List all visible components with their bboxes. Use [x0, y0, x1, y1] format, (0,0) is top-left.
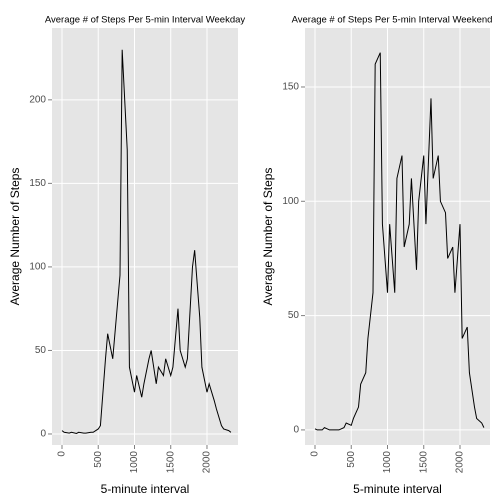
x-tick-label: 1500	[418, 451, 429, 474]
data-line	[61, 49, 232, 434]
x-axis-label: 5-minute interval	[353, 482, 442, 496]
chart-title: Average # of Steps Per 5-min Interval We…	[292, 15, 493, 26]
y-tick-label: 200	[29, 94, 46, 105]
y-tick-label: 0	[40, 429, 46, 440]
plot-background	[305, 28, 490, 445]
x-tick-label: 0	[310, 451, 321, 457]
x-axis-label: 5-minute interval	[101, 482, 190, 496]
y-tick-label: 100	[282, 196, 299, 207]
x-tick-label: 500	[93, 451, 104, 468]
y-tick-label: 50	[35, 345, 47, 356]
y-tick-label: 150	[282, 82, 299, 93]
y-tick-label: 0	[293, 425, 299, 436]
y-tick-label: 100	[29, 262, 46, 273]
x-tick-label: 0	[57, 451, 68, 457]
x-tick-label: 1000	[382, 451, 393, 474]
y-tick-label: 50	[288, 310, 300, 321]
x-tick-label: 1500	[165, 451, 176, 474]
chart-title: Average # of Steps Per 5-min Interval We…	[45, 15, 246, 26]
x-tick-label: 1000	[129, 451, 140, 474]
x-tick-label: 2000	[202, 451, 213, 474]
plot-background	[52, 28, 238, 445]
x-tick-label: 2000	[455, 451, 466, 474]
data-line	[314, 52, 485, 431]
y-tick-label: 150	[29, 178, 46, 189]
y-axis-label: Average Number of Steps	[261, 168, 275, 306]
y-axis-label: Average Number of Steps	[8, 168, 22, 306]
x-tick-label: 500	[346, 451, 357, 468]
